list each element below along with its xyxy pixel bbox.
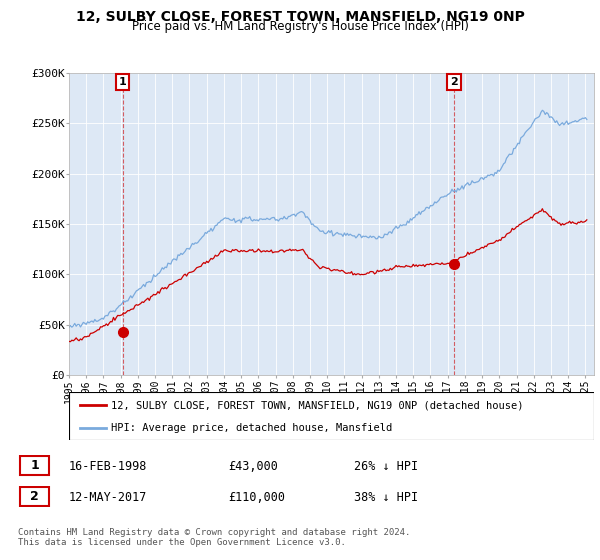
- Text: £110,000: £110,000: [228, 491, 285, 504]
- Text: HPI: Average price, detached house, Mansfield: HPI: Average price, detached house, Mans…: [111, 423, 392, 433]
- Text: 1: 1: [30, 459, 39, 473]
- Text: 12, SULBY CLOSE, FOREST TOWN, MANSFIELD, NG19 0NP: 12, SULBY CLOSE, FOREST TOWN, MANSFIELD,…: [76, 10, 524, 24]
- Text: 1: 1: [119, 77, 127, 87]
- Text: Price paid vs. HM Land Registry's House Price Index (HPI): Price paid vs. HM Land Registry's House …: [131, 20, 469, 33]
- Text: 12-MAY-2017: 12-MAY-2017: [69, 491, 148, 504]
- Text: 38% ↓ HPI: 38% ↓ HPI: [354, 491, 418, 504]
- Text: £43,000: £43,000: [228, 460, 278, 473]
- FancyBboxPatch shape: [20, 456, 49, 475]
- Text: 12, SULBY CLOSE, FOREST TOWN, MANSFIELD, NG19 0NP (detached house): 12, SULBY CLOSE, FOREST TOWN, MANSFIELD,…: [111, 400, 523, 410]
- Text: 26% ↓ HPI: 26% ↓ HPI: [354, 460, 418, 473]
- Text: 16-FEB-1998: 16-FEB-1998: [69, 460, 148, 473]
- Text: 2: 2: [30, 490, 39, 503]
- Text: Contains HM Land Registry data © Crown copyright and database right 2024.
This d: Contains HM Land Registry data © Crown c…: [18, 528, 410, 547]
- FancyBboxPatch shape: [69, 392, 594, 440]
- FancyBboxPatch shape: [20, 487, 49, 506]
- Text: 2: 2: [450, 77, 458, 87]
